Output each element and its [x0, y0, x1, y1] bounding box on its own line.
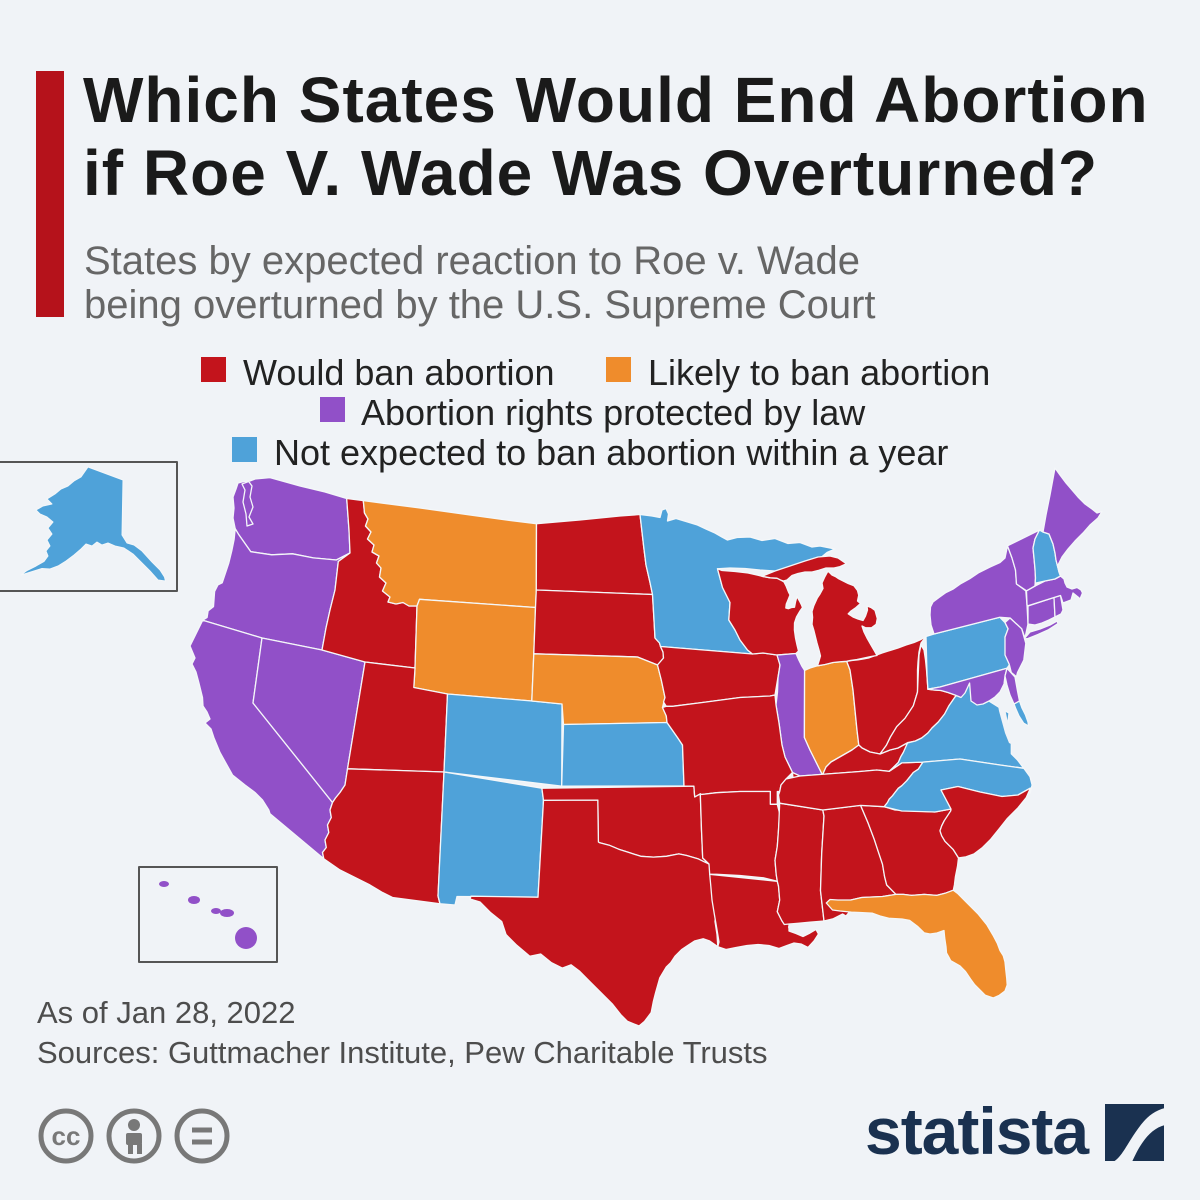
- svg-text:cc: cc: [52, 1121, 81, 1151]
